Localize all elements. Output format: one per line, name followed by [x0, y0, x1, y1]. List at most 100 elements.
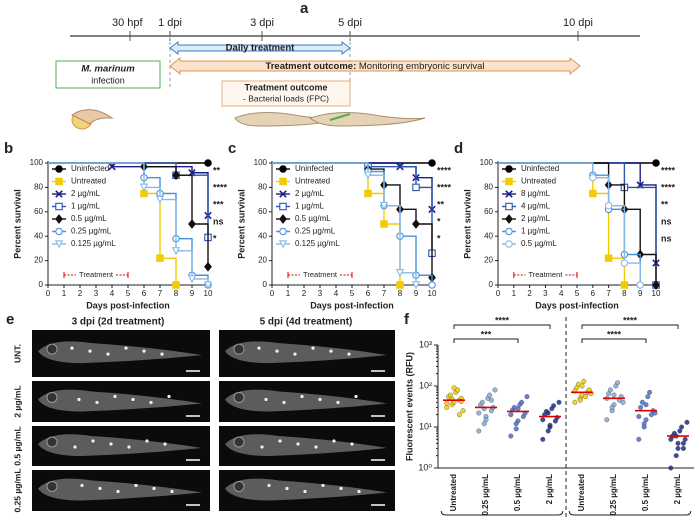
- x-tick-label: 8: [174, 289, 179, 298]
- data-point: [479, 399, 485, 405]
- survival-chart: d 0 20 40 60 80 100 0 1 2 3 4 5 6 7 8 9 10 Days post-infec…: [454, 140, 676, 310]
- x-tick-label: 1: [286, 289, 291, 298]
- x-tick-label: 0: [46, 289, 51, 298]
- marker: [411, 281, 421, 290]
- infection-label: infection: [91, 75, 125, 85]
- data-point: [487, 392, 493, 398]
- marker: [589, 173, 597, 182]
- larva-image: [225, 434, 387, 456]
- x-tick-label: 6: [366, 289, 371, 298]
- infection-label: M. marinum: [81, 64, 135, 75]
- bacteria-spot: [134, 483, 138, 488]
- y-tick-label: 10³: [419, 339, 432, 349]
- significance: *: [437, 233, 441, 243]
- data-point: [572, 399, 578, 405]
- x-tick-label: 0.25 µg/mL: [481, 474, 490, 516]
- data-point: [444, 404, 450, 410]
- legend-label: 2 µg/mL: [71, 189, 101, 198]
- legend-label: 0.125 µg/mL: [295, 239, 340, 248]
- marker: [364, 189, 372, 198]
- infection-box: [55, 60, 161, 89]
- legend-label: Untreated: [295, 177, 330, 186]
- legend-label: 4 µg/mL: [521, 202, 551, 211]
- larva-eye: [233, 343, 245, 355]
- x-axis-label: Days post-infection: [310, 300, 394, 310]
- data-point: [540, 436, 546, 442]
- larva-eye: [46, 436, 58, 448]
- comparison-label: ****: [607, 329, 622, 339]
- marker: [412, 183, 420, 192]
- data-point: [444, 400, 450, 406]
- loads-box: [221, 80, 351, 107]
- x-tick-label: 10: [428, 289, 437, 298]
- data-point: [638, 404, 644, 410]
- y-axis-label: Percent survival: [462, 189, 472, 259]
- data-point: [483, 417, 489, 423]
- bacteria-spot: [264, 397, 268, 402]
- column-header: 3 dpi (2d treatment): [72, 317, 165, 328]
- marker: [187, 275, 197, 284]
- x-tick-label: 6: [142, 289, 147, 298]
- data-point: [476, 428, 482, 434]
- legend-label: 1 µg/mL: [295, 202, 325, 211]
- larva-image: [38, 478, 202, 501]
- marker: [203, 281, 213, 290]
- x-tick-label: 4: [334, 289, 339, 298]
- panel-label: e: [6, 311, 14, 328]
- bacteria-spot: [257, 346, 261, 350]
- embryo-icons: [71, 109, 426, 130]
- bacteria-spot: [339, 486, 343, 491]
- significance: **: [661, 199, 669, 209]
- larva-eye: [46, 391, 58, 403]
- marker: [139, 183, 149, 192]
- larva-image: [225, 478, 387, 501]
- x-axis-label: Days post-infection: [535, 300, 619, 310]
- marker: [279, 214, 287, 224]
- larva-eye: [46, 343, 58, 355]
- x-tick-label: Untreated: [577, 474, 586, 511]
- survival-curve: [48, 162, 209, 285]
- bacteria-spot: [278, 439, 282, 443]
- legend-label: 0.25 µg/mL: [295, 227, 336, 236]
- time-label: 30 hpf: [112, 17, 144, 29]
- legend-label: Uninfected: [295, 164, 333, 173]
- panel-label: b: [4, 140, 13, 157]
- marker: [412, 219, 420, 229]
- significance: **: [213, 165, 221, 175]
- marker: [55, 227, 63, 236]
- marker: [279, 227, 287, 236]
- x-tick-label: 5: [126, 289, 131, 298]
- marker: [589, 189, 597, 198]
- marker: [55, 190, 63, 198]
- group-label: 3 dpi (2d treatment): [465, 517, 539, 519]
- group-bracket: [440, 510, 564, 516]
- bacteria-spot: [318, 397, 322, 402]
- bacteria-spot: [336, 400, 340, 405]
- significance: ns: [213, 216, 224, 226]
- infection-mark: [329, 113, 351, 121]
- comparison-label: ****: [623, 315, 638, 325]
- marker: [604, 201, 613, 210]
- bacteria-spot: [95, 400, 99, 405]
- data-point: [547, 424, 553, 430]
- y-tick-label: 80: [484, 183, 493, 192]
- marker: [620, 259, 629, 267]
- bacteria-spot: [329, 349, 333, 353]
- comparison-bracket: [453, 338, 519, 343]
- survival-curve: [498, 162, 641, 285]
- x-tick-label: 2 µg/mL: [673, 474, 682, 505]
- x-tick-label: 7: [382, 289, 387, 298]
- x-tick-label: 10: [204, 289, 213, 298]
- y-axis-label: Percent survival: [236, 189, 246, 259]
- daily-label: Daily treatment: [226, 43, 295, 54]
- x-tick-label: Untreated: [449, 474, 458, 511]
- x-tick-label: 7: [158, 289, 163, 298]
- data-point: [451, 385, 457, 391]
- marker: [505, 202, 513, 211]
- significance: ****: [213, 182, 228, 192]
- y-tick-label: 20: [258, 256, 267, 265]
- marker: [156, 254, 164, 262]
- outcome-arrow: [169, 56, 581, 76]
- legend-label: 2 µg/mL: [521, 214, 551, 223]
- time-label: 10 dpi: [563, 17, 593, 29]
